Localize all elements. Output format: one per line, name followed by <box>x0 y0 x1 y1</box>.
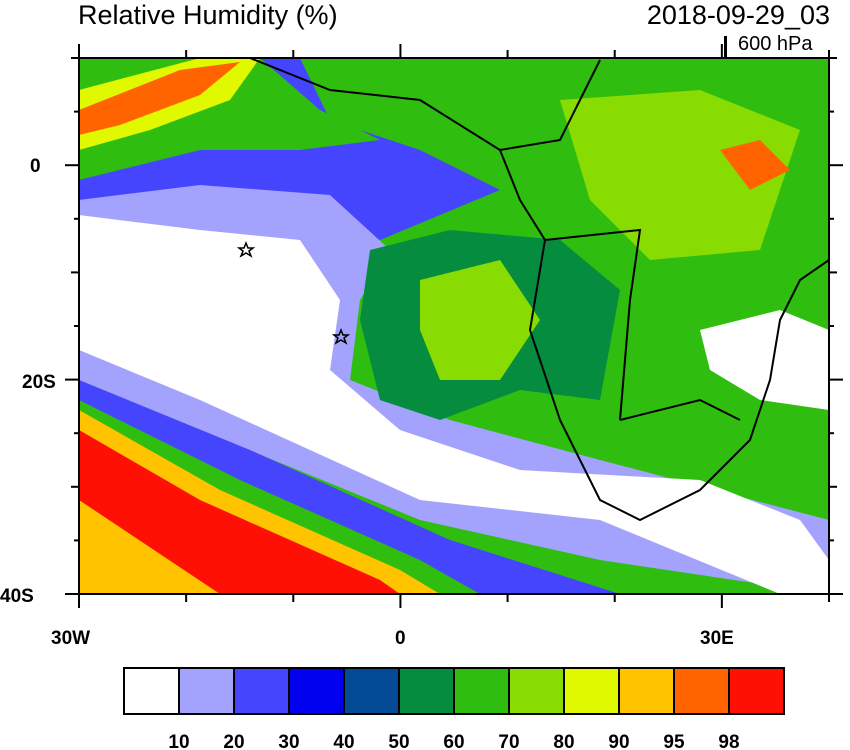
colorbar-label: 10 <box>168 732 189 750</box>
colorbar-label: 80 <box>553 732 574 750</box>
colorbar-label: 20 <box>223 732 244 750</box>
colorbar-swatch <box>673 667 730 715</box>
colorbar-swatch <box>563 667 620 715</box>
colorbar-swatch <box>343 667 400 715</box>
x-tick-label: 30E <box>700 628 734 649</box>
colorbar-label: 95 <box>663 732 685 750</box>
star-markers <box>236 240 351 345</box>
colorbar-swatch <box>233 667 290 715</box>
colorbar-label: 60 <box>443 732 464 750</box>
colorbar-label: 98 <box>718 732 739 750</box>
colorbar-label: 90 <box>608 732 629 750</box>
colorbar-swatch <box>508 667 565 715</box>
rh-zone-dry-white <box>79 215 829 594</box>
colorbar-swatch <box>618 667 675 715</box>
rh-zone-north-red <box>79 62 240 135</box>
rh-zone-east-red <box>720 140 790 190</box>
y-tick-label: 0 <box>30 156 41 177</box>
colorbar-label: 50 <box>388 732 409 750</box>
colorbar-swatch <box>398 667 455 715</box>
pressure-level: 600 hPa <box>738 33 813 55</box>
colorbar-swatch <box>178 667 235 715</box>
star-marker <box>236 240 256 258</box>
colorbar-swatch <box>728 667 785 715</box>
valid-time: 2018-09-29_03 <box>646 0 830 30</box>
x-tick-label: 30W <box>51 628 90 649</box>
axis-ticks <box>65 44 843 608</box>
humidity-field <box>79 58 829 594</box>
rh-zone-east-lime <box>560 90 800 260</box>
star-marker <box>331 327 351 345</box>
y-tick-label: 20S <box>22 372 56 393</box>
colorbar-swatch <box>123 667 180 715</box>
colorbar-label: 30 <box>278 732 299 750</box>
level-marker <box>724 36 727 58</box>
colorbar-label: 70 <box>498 732 519 750</box>
y-tick-label: 40S <box>0 586 34 607</box>
rh-zone-east-dry <box>700 310 829 410</box>
colorbar-label: 40 <box>333 732 354 750</box>
colorbar-swatch <box>288 667 345 715</box>
rh-zone-south-red <box>79 430 400 594</box>
colorbar: 10 20 30 40 50 60 70 80 90 95 98 <box>123 667 785 750</box>
rh-zone-central-lime <box>420 260 540 380</box>
coastlines <box>249 58 829 522</box>
colorbar-swatch <box>453 667 510 715</box>
x-tick-label: 0 <box>395 628 406 649</box>
plot-title: Relative Humidity (%) <box>78 0 338 30</box>
